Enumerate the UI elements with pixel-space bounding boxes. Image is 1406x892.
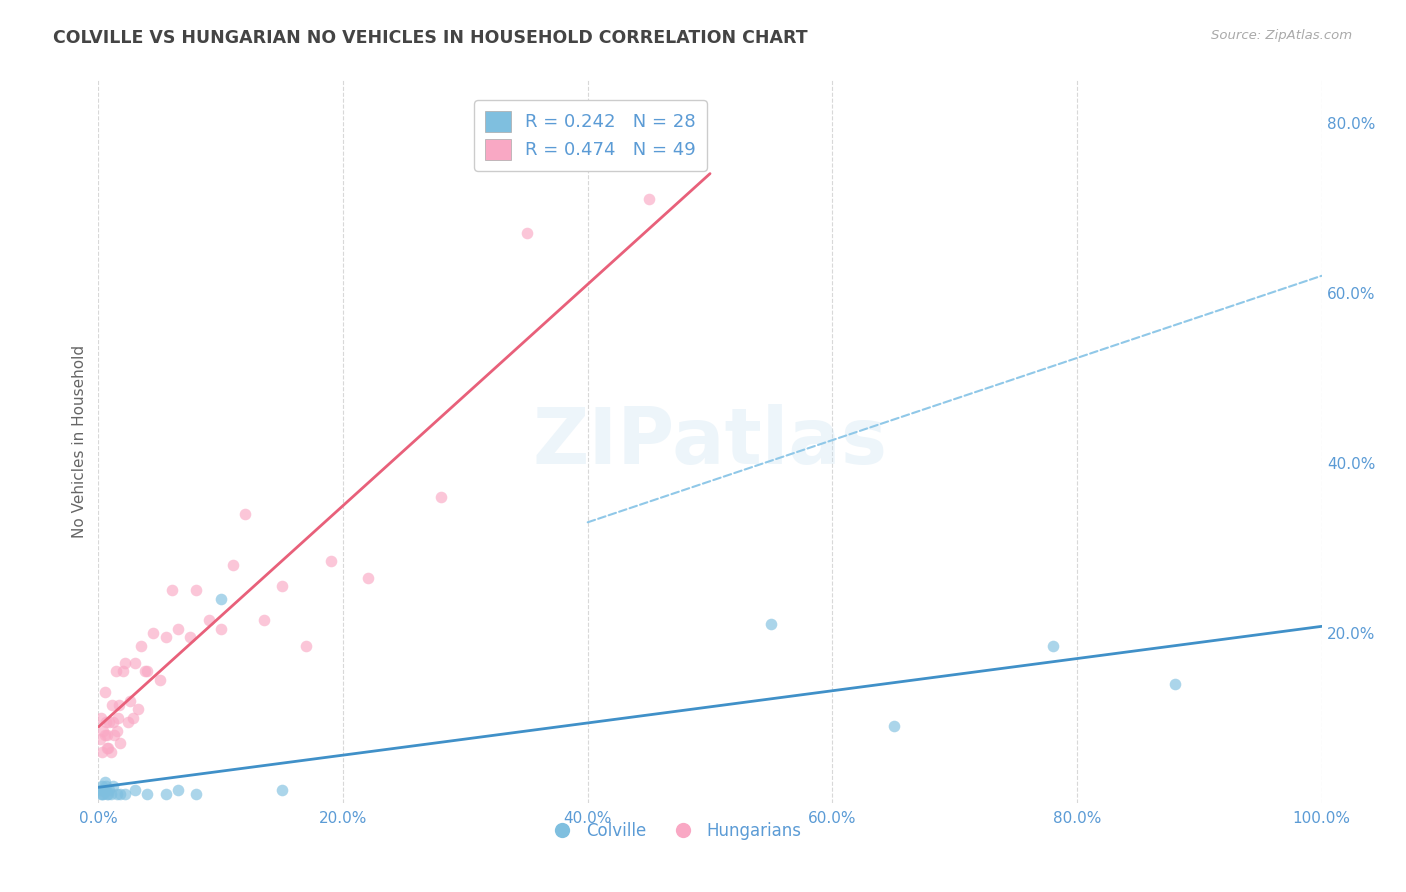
Point	[637, 192, 661, 206]
Text: COLVILLE VS HUNGARIAN NO VEHICLES IN HOUSEHOLD CORRELATION CHART: COLVILLE VS HUNGARIAN NO VEHICLES IN HOU…	[53, 29, 808, 46]
Point	[98, 714, 121, 729]
Point	[129, 639, 152, 653]
Point	[93, 783, 115, 797]
Point	[110, 787, 132, 801]
Point	[91, 779, 114, 793]
Point	[270, 783, 294, 797]
Point	[1042, 639, 1064, 653]
Point	[114, 787, 136, 801]
Point	[101, 698, 124, 712]
Point	[111, 664, 134, 678]
Point	[89, 783, 111, 797]
Legend: Colville, Hungarians: Colville, Hungarians	[538, 815, 807, 847]
Point	[270, 579, 294, 593]
Point	[136, 787, 159, 801]
Point	[91, 745, 114, 759]
Point	[91, 783, 114, 797]
Point	[295, 639, 318, 653]
Point	[94, 779, 117, 793]
Point	[252, 613, 274, 627]
Point	[97, 787, 120, 801]
Point	[105, 787, 128, 801]
Point	[209, 591, 232, 606]
Point	[136, 664, 159, 678]
Point	[121, 711, 143, 725]
Point	[100, 745, 122, 759]
Point	[93, 774, 115, 789]
Y-axis label: No Vehicles in Household: No Vehicles in Household	[72, 345, 87, 538]
Point	[101, 714, 124, 729]
Point	[155, 630, 177, 644]
Point	[96, 787, 118, 801]
Point	[1164, 677, 1187, 691]
Text: Source: ZipAtlas.com: Source: ZipAtlas.com	[1212, 29, 1353, 42]
Point	[93, 728, 115, 742]
Point	[90, 711, 112, 725]
Point	[98, 783, 121, 797]
Point	[356, 570, 378, 584]
Point	[104, 664, 127, 678]
Point	[97, 740, 120, 755]
Point	[108, 698, 131, 712]
Point	[761, 617, 783, 632]
Point	[94, 714, 117, 729]
Point	[197, 613, 219, 627]
Point	[114, 656, 136, 670]
Point	[155, 787, 177, 801]
Point	[101, 779, 124, 793]
Point	[91, 787, 114, 801]
Point	[319, 553, 342, 567]
Point	[91, 723, 114, 738]
Point	[100, 787, 122, 801]
Point	[96, 728, 118, 742]
Text: ZIPatlas: ZIPatlas	[533, 403, 887, 480]
Point	[186, 583, 208, 598]
Point	[127, 702, 149, 716]
Point	[124, 656, 146, 670]
Point	[222, 558, 245, 572]
Point	[107, 711, 129, 725]
Point	[186, 787, 208, 801]
Point	[93, 685, 115, 699]
Point	[149, 673, 172, 687]
Point	[883, 719, 905, 733]
Point	[90, 787, 112, 801]
Point	[167, 622, 190, 636]
Point	[209, 622, 232, 636]
Point	[103, 728, 125, 742]
Point	[233, 507, 256, 521]
Point	[89, 732, 111, 747]
Point	[105, 723, 128, 738]
Point	[179, 630, 201, 644]
Point	[430, 490, 453, 504]
Point	[515, 227, 537, 241]
Point	[142, 625, 165, 640]
Point	[110, 736, 132, 750]
Point	[120, 694, 142, 708]
Point	[160, 583, 183, 598]
Point	[134, 664, 156, 678]
Point	[124, 783, 146, 797]
Point	[117, 714, 139, 729]
Point	[91, 787, 114, 801]
Point	[167, 783, 190, 797]
Point	[96, 740, 118, 755]
